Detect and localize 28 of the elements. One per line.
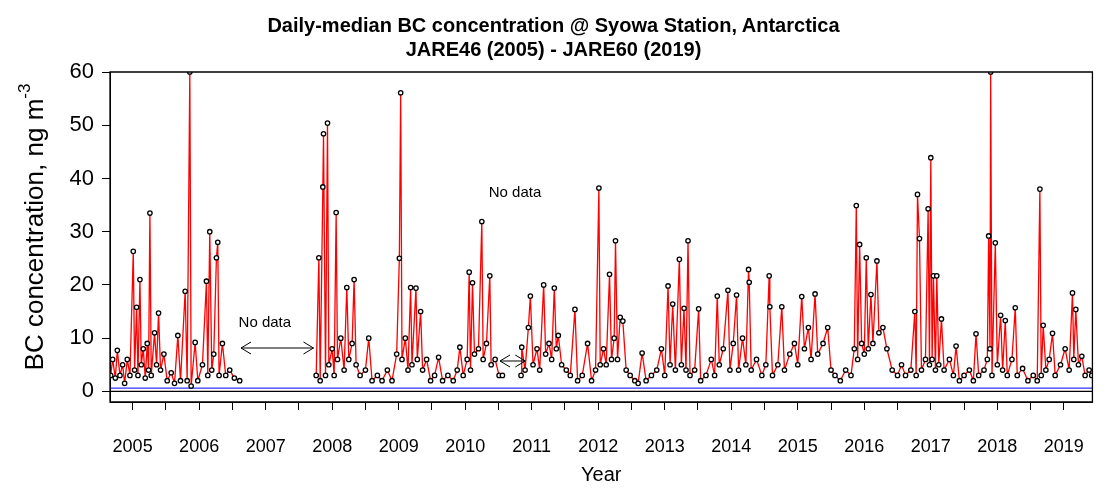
annotation: No data bbox=[488, 183, 542, 201]
chart-subtitle: JARE46 (2005) - JARE60 (2019) bbox=[405, 37, 702, 60]
chart-title: Daily-median BC concentration @ Syowa Station, Antarctica bbox=[267, 13, 841, 36]
x-tick-label: 2010 bbox=[445, 435, 486, 456]
x-tick-label: 2017 bbox=[910, 435, 951, 456]
x-tick-label: 2015 bbox=[777, 435, 818, 456]
x-tick-label: 2009 bbox=[378, 435, 419, 456]
x-tick-label: 2019 bbox=[1043, 435, 1084, 456]
x-tick-label: 2016 bbox=[844, 435, 885, 456]
y-tick-label: 20 bbox=[69, 270, 94, 296]
x-tick-label: 2008 bbox=[312, 435, 353, 456]
x-tick-label: 2011 bbox=[512, 435, 552, 456]
x-tick-label: 2018 bbox=[977, 435, 1018, 456]
x-tick-label: 2012 bbox=[578, 435, 619, 456]
y-axis-title: BC concentration, ng m-3 bbox=[14, 83, 50, 371]
y-tick-label: 0 bbox=[81, 377, 94, 403]
x-tick-label: 2006 bbox=[179, 435, 220, 456]
annotation: No data bbox=[238, 312, 292, 330]
y-tick-label: 30 bbox=[69, 217, 94, 243]
x-tick-label: 2014 bbox=[711, 435, 752, 456]
x-axis-title: Year bbox=[581, 462, 622, 485]
y-tick-label: 60 bbox=[69, 58, 94, 84]
x-tick-label: 2005 bbox=[112, 435, 153, 456]
y-tick-label: 40 bbox=[69, 164, 94, 190]
y-tick-label: 50 bbox=[69, 111, 94, 137]
x-tick-label: 2013 bbox=[644, 435, 685, 456]
y-tick-label: 10 bbox=[69, 324, 94, 350]
x-tick-label: 2007 bbox=[245, 435, 286, 456]
